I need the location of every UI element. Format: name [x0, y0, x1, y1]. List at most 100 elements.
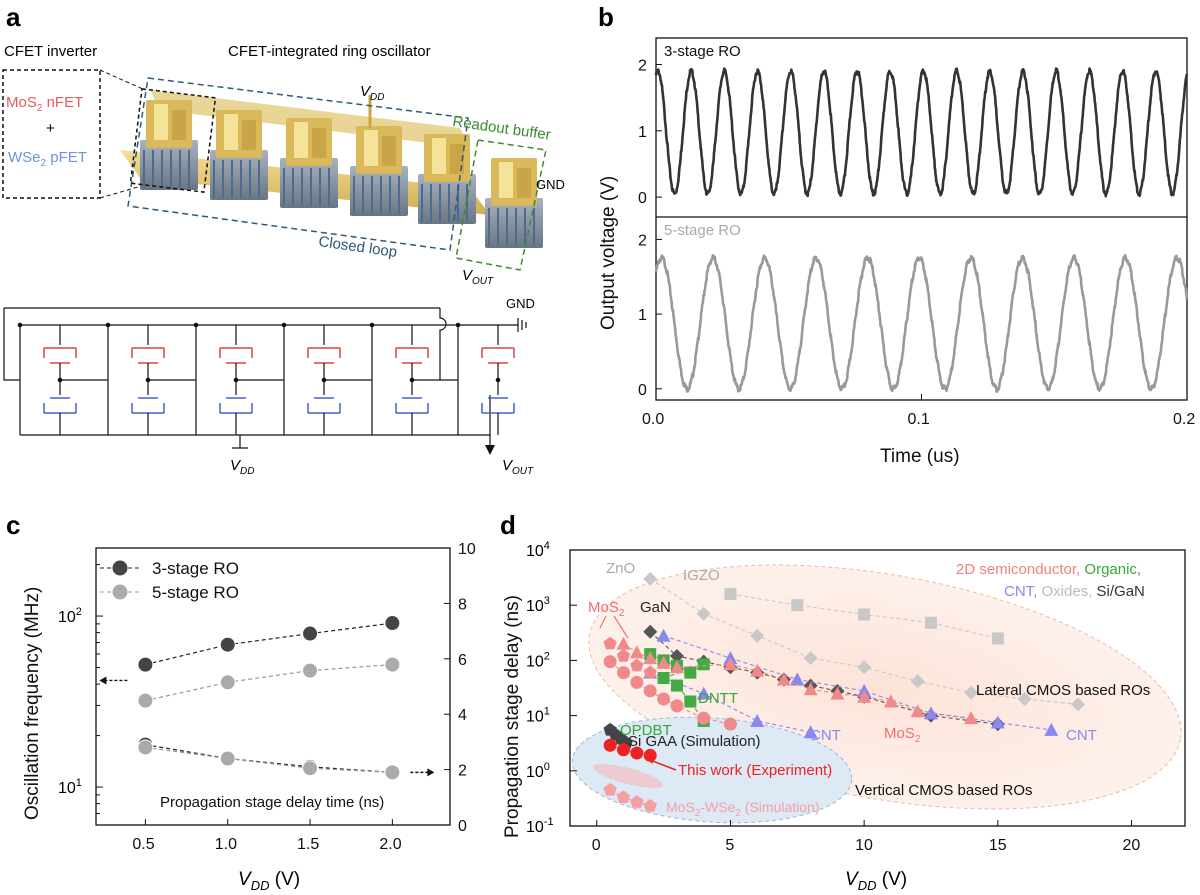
- data-point: [603, 655, 617, 669]
- pmos-symbol: [395, 397, 429, 414]
- x-tick-label: 0.5: [132, 836, 154, 853]
- device-block-base: [280, 158, 338, 208]
- closed-loop-label: Closed loop: [317, 233, 398, 261]
- data-point: [643, 624, 658, 639]
- data-point: [910, 674, 925, 689]
- label-vertical-cmos: Vertical CMOS based ROs: [855, 782, 1033, 799]
- vertical-cmos-region: [571, 716, 853, 824]
- data-point: [603, 782, 617, 796]
- pmos-symbol: [307, 397, 341, 414]
- panel-a: CFET inverter CFET-integrated ring oscil…: [2, 43, 565, 477]
- plus-sign: +: [46, 120, 55, 137]
- right-y-tick-label: 2: [458, 763, 467, 780]
- y-tick-label: 2: [638, 58, 647, 75]
- gnd-label-a: GND: [536, 177, 565, 192]
- data-point: [1044, 722, 1059, 736]
- cfet-ring-illustration: [120, 90, 543, 248]
- vdd-label-a: VDD: [360, 83, 384, 103]
- data-point: [803, 682, 818, 696]
- nmos-symbol: [307, 347, 341, 364]
- device-block-base: [418, 174, 476, 224]
- x-tick-label: 1.5: [297, 836, 319, 853]
- left-y-tick-label: 101: [58, 777, 82, 797]
- schematic-node: [17, 322, 23, 328]
- y-tick-label: 1: [638, 124, 647, 141]
- panel-a-letter: a: [6, 2, 21, 32]
- device-block-base: [140, 140, 198, 190]
- panel-b-frame: [655, 37, 1188, 401]
- label-this-work: This work (Experiment): [678, 762, 832, 779]
- data-point: [616, 743, 630, 757]
- data-point: [964, 685, 979, 700]
- label-mos2-a: MoS2: [588, 599, 625, 619]
- y-tick-label: 1: [638, 307, 647, 324]
- panel-b-letter: b: [598, 2, 614, 32]
- data-point: [630, 658, 644, 672]
- data-point: [302, 760, 319, 777]
- label-opdbt: OPDBT: [620, 722, 672, 739]
- y-axis-label: Propagation stage delay (ns): [502, 595, 523, 838]
- device-block-base: [485, 198, 543, 248]
- data-point: [219, 636, 236, 653]
- inverter-inset-box: [2, 69, 101, 199]
- data-point: [964, 711, 979, 725]
- this-work-pointer: [649, 759, 677, 771]
- data-point: [219, 750, 236, 767]
- wse2-pfet-label: WSe2 pFET: [8, 149, 87, 169]
- data-point: [643, 799, 657, 812]
- readout-buffer-box: [455, 139, 547, 271]
- legend-marker: [112, 560, 128, 576]
- pmos-symbol: [131, 397, 165, 414]
- vdd-label-schematic: VDD: [230, 457, 254, 477]
- data-point: [924, 616, 937, 629]
- data-point: [803, 725, 818, 739]
- data-point: [630, 795, 644, 808]
- device-gate: [432, 138, 446, 174]
- device-contact: [382, 136, 396, 166]
- schematic-node: [495, 377, 501, 383]
- y-tick-label: 2: [638, 232, 647, 249]
- data-point: [750, 663, 765, 677]
- y-axis-label: Oscillation frequency (MHz): [22, 587, 43, 820]
- data-point: [1071, 697, 1086, 712]
- data-point: [603, 636, 617, 650]
- y-tick-label: 104: [526, 540, 550, 560]
- this-work-highlight: [593, 763, 663, 789]
- data-point: [923, 706, 938, 720]
- waveform-series: [654, 253, 1189, 393]
- schematic-ground-symbol: [505, 318, 527, 332]
- series-line: [145, 744, 393, 773]
- x-tick-label: 5: [725, 837, 734, 854]
- data-point: [302, 625, 319, 642]
- subplot-label: 3-stage RO: [664, 43, 741, 60]
- closed-loop-box: [127, 77, 469, 251]
- x-tick-label: 0.1: [908, 411, 930, 428]
- data-point: [990, 715, 1005, 729]
- zoom-line-bottom: [99, 184, 146, 199]
- data-point: [630, 675, 644, 689]
- nmos-symbol: [43, 347, 77, 364]
- y-tick-label: 0: [638, 382, 647, 399]
- device-gate: [499, 162, 513, 198]
- label-lateral-cmos: Lateral CMOS based ROs: [976, 682, 1150, 699]
- label-si-gaa: Si GAA (Simulation): [628, 733, 761, 750]
- y-tick-label: 102: [526, 650, 550, 670]
- data-point: [750, 628, 765, 643]
- data-point: [684, 666, 697, 679]
- right-y-tick-label: 8: [458, 596, 467, 613]
- data-point: [643, 651, 658, 665]
- legend-line-1: 2D semiconductor, Organic,: [956, 561, 1141, 578]
- label-cnt-2: CNT: [1066, 727, 1097, 744]
- data-point: [803, 651, 818, 666]
- schematic-crossover: [439, 308, 447, 380]
- pmos-symbol: [43, 397, 77, 414]
- device-gate: [364, 130, 378, 166]
- device-gate: [294, 122, 308, 158]
- data-point: [723, 717, 737, 731]
- data-point: [830, 686, 845, 700]
- data-point: [723, 657, 738, 671]
- data-point: [696, 606, 711, 621]
- data-point: [857, 660, 872, 675]
- x-tick-label: 0: [592, 837, 601, 854]
- panel-d-frame: [569, 549, 1186, 827]
